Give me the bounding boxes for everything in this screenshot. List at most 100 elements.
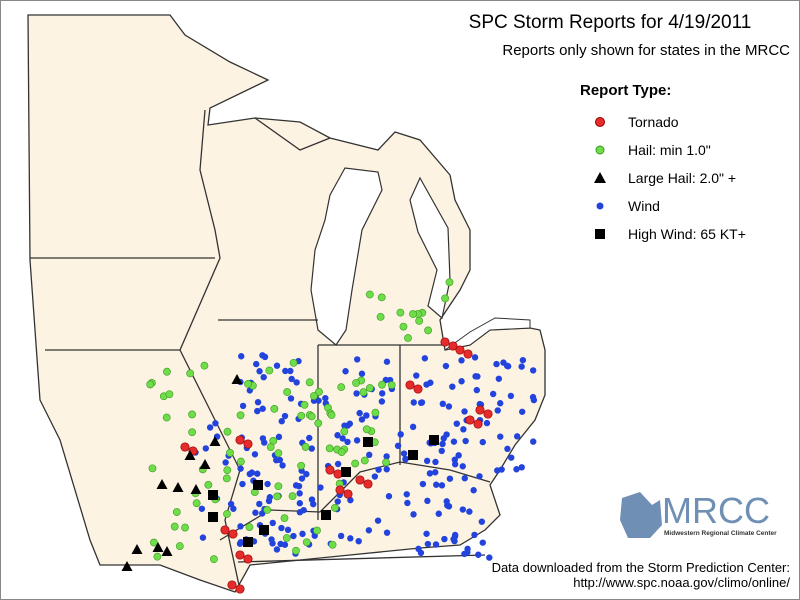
report-marker: [235, 435, 245, 445]
report-marker: [254, 398, 262, 406]
report-marker: [261, 439, 268, 446]
report-marker: [339, 435, 346, 442]
report-marker: [289, 358, 298, 367]
report-marker: [254, 470, 261, 477]
report-marker: [188, 428, 197, 437]
report-marker: [363, 437, 373, 447]
report-marker: [313, 526, 321, 535]
report-marker: [276, 456, 284, 464]
report-marker: [192, 499, 201, 508]
basemap: [27, 14, 546, 593]
report-marker: [265, 366, 274, 375]
report-marker: [518, 464, 525, 471]
report-marker: [278, 418, 285, 425]
report-marker: [351, 459, 360, 468]
report-marker: [383, 358, 391, 365]
report-marker: [513, 466, 520, 473]
report-marker: [473, 419, 483, 429]
report-marker: [435, 510, 442, 517]
report-marker: [256, 368, 263, 375]
report-marker: [251, 451, 259, 458]
report-marker: [172, 508, 181, 516]
report-marker: [448, 341, 458, 351]
report-marker: [301, 443, 310, 451]
report-marker: [371, 408, 380, 417]
legend-symbol: [595, 117, 605, 127]
report-marker: [315, 388, 323, 396]
report-marker: [334, 432, 341, 439]
report-marker: [371, 473, 379, 480]
report-marker: [451, 533, 459, 540]
report-marker: [248, 469, 256, 476]
report-marker: [387, 381, 396, 389]
report-marker: [282, 534, 291, 542]
report-marker: [352, 379, 360, 387]
report-marker: [465, 415, 475, 425]
report-marker: [243, 537, 253, 547]
report-marker: [366, 384, 374, 392]
report-marker: [163, 367, 171, 376]
report-marker: [497, 433, 504, 440]
report-marker: [297, 461, 306, 470]
report-marker: [337, 532, 345, 540]
report-marker: [253, 360, 260, 368]
report-marker: [239, 480, 246, 488]
report-marker: [360, 456, 369, 465]
report-marker: [363, 479, 373, 489]
report-marker: [334, 460, 342, 468]
report-marker: [440, 337, 450, 347]
report-marker: [479, 438, 486, 446]
report-marker: [423, 457, 431, 465]
report-marker: [152, 542, 164, 552]
report-marker: [265, 497, 273, 505]
state-border: [254, 117, 331, 151]
report-marker: [486, 554, 493, 561]
report-marker: [483, 419, 491, 427]
report-marker: [287, 367, 294, 375]
report-marker: [261, 353, 269, 361]
report-marker: [237, 538, 245, 546]
report-marker: [230, 505, 237, 512]
report-marker: [252, 509, 259, 516]
report-marker: [146, 380, 155, 389]
report-marker: [180, 442, 190, 452]
report-marker: [438, 482, 446, 489]
report-marker: [470, 487, 477, 494]
report-marker: [199, 459, 211, 469]
report-marker: [222, 459, 229, 466]
report-marker: [287, 395, 295, 402]
report-marker: [181, 523, 189, 532]
report-marker: [444, 502, 451, 509]
report-marker: [353, 356, 361, 363]
report-marker: [405, 380, 415, 390]
report-marker: [341, 422, 348, 429]
report-marker: [328, 540, 337, 549]
report-marker: [529, 367, 537, 374]
report-marker: [483, 409, 493, 419]
report-marker: [459, 463, 466, 470]
report-marker: [243, 554, 253, 564]
lake-michigan: [310, 167, 383, 346]
report-marker: [341, 467, 351, 477]
report-marker: [170, 522, 179, 531]
report-marker: [327, 411, 336, 419]
report-marker: [471, 354, 479, 361]
report-marker: [226, 448, 234, 457]
report-marker: [237, 465, 244, 472]
report-marker: [529, 393, 537, 401]
report-marker: [462, 437, 469, 445]
report-marker: [340, 427, 349, 436]
report-marker: [426, 470, 434, 477]
report-marker: [374, 517, 382, 524]
report-marker: [358, 416, 366, 423]
report-marker: [475, 405, 485, 415]
lake-erie: [444, 317, 531, 351]
report-marker: [245, 523, 254, 531]
report-marker: [243, 439, 253, 449]
report-marker: [423, 530, 430, 537]
report-marker: [297, 411, 306, 420]
report-marker: [296, 500, 304, 507]
report-marker: [519, 356, 527, 364]
report-marker: [273, 362, 281, 369]
report-marker: [445, 278, 454, 287]
